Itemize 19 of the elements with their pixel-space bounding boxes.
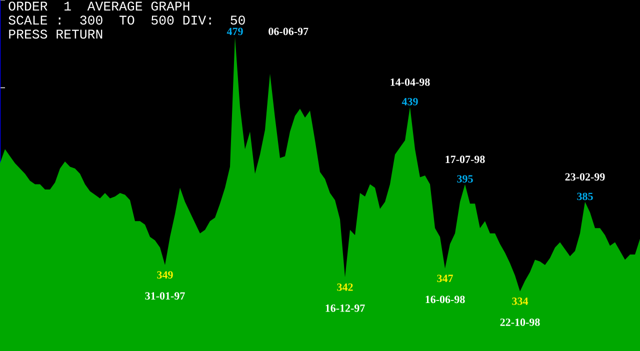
annotation: 14-04-98	[390, 78, 430, 86]
annotation: PRESS RETURN	[9, 30, 102, 39]
text: SCALE : 300 TO 500 DIV: 50	[8, 16, 245, 25]
data-label: 439	[402, 98, 418, 106]
annotation: 22-10-98	[500, 318, 540, 326]
annotation: 17-07-98	[446, 156, 485, 164]
data-label: 385	[577, 192, 593, 200]
data-label: 395	[457, 175, 473, 183]
annotation: 16-12-97	[326, 304, 365, 312]
chart-title: ORDER 1 AVERAGE GRAPH	[8, 2, 190, 11]
data-label: 334	[512, 298, 528, 305]
annotation: 31-01-97	[145, 292, 185, 300]
data-label: 349	[157, 271, 173, 279]
annotation: 16-06-98	[426, 296, 465, 304]
annotation: 06-06-97	[268, 28, 308, 36]
annotation: 23-02-99	[565, 173, 605, 181]
data-label: 347	[437, 274, 453, 282]
data-label: 342	[337, 283, 353, 291]
data-label: 479	[226, 28, 243, 36]
